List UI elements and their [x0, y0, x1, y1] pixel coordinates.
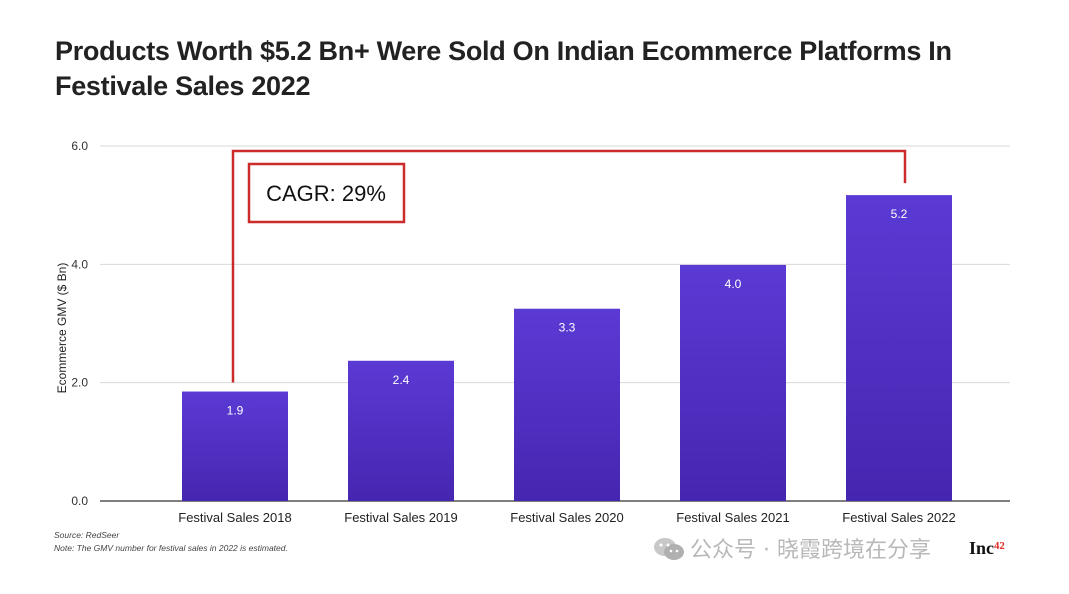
bar-value-label: 4.0	[725, 277, 742, 291]
bar-value-label: 1.9	[227, 404, 244, 418]
logo-text: Inc	[969, 538, 995, 558]
y-tick-label: 2.0	[71, 376, 88, 390]
bar	[182, 391, 288, 501]
logo-mark: ⁴²	[994, 538, 1005, 558]
bar	[514, 308, 620, 501]
wechat-icon	[654, 538, 684, 560]
y-axis-label: Ecommerce GMV ($ Bn)	[55, 263, 69, 394]
cagr-box	[247, 162, 406, 224]
bar	[680, 264, 786, 501]
x-tick-label: Festival Sales 2022	[842, 510, 955, 525]
bar	[348, 360, 454, 501]
watermark-text: 公众号 · 晓霞跨境在分享	[690, 538, 931, 563]
estimate-note: Note: The GMV number for festival sales …	[54, 543, 288, 553]
x-tick-label: Festival Sales 2021	[676, 510, 789, 525]
chart-title: Products Worth $5.2 Bn+ Were Sold On Ind…	[55, 36, 952, 101]
cagr-bracket-line	[231, 149, 907, 383]
bars: 1.9 Festival Sales 2018 2.4 Festival Sales …	[178, 195, 956, 525]
inc42-logo: Inc⁴²	[969, 538, 1005, 559]
x-tick-label: Festival Sales 2020	[510, 510, 623, 525]
y-tick-label: 4.0	[71, 257, 88, 271]
source-note: Source: RedSeer	[54, 530, 120, 540]
bar-value-label: 2.4	[393, 373, 410, 387]
bar	[846, 195, 952, 501]
bar-value-label: 5.2	[891, 207, 908, 221]
x-tick-label: Festival Sales 2019	[344, 510, 457, 525]
y-tick-label: 6.0	[71, 139, 88, 153]
y-tick-label: 0.0	[71, 494, 88, 508]
bar-value-label: 3.3	[559, 321, 576, 335]
cagr-annotation: CAGR: 29%	[231, 149, 907, 383]
cagr-label: CAGR: 29%	[266, 181, 386, 206]
x-tick-label: Festival Sales 2018	[178, 510, 291, 525]
